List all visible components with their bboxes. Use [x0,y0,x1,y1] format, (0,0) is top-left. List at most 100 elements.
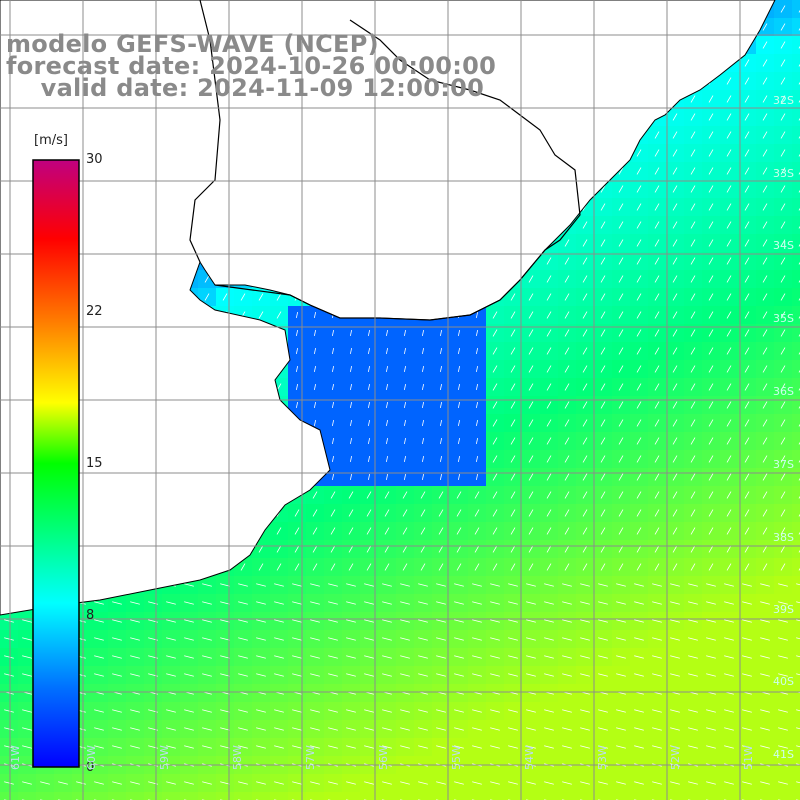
wind-arrow [778,709,788,713]
wind-arrow [508,745,518,749]
wind-arrow [94,619,104,623]
wind-arrow [22,655,32,659]
wind-field-cell [792,198,800,216]
wind-field-cell [792,432,800,450]
wind-arrow [796,781,800,784]
wind-arrow [672,545,678,553]
wind-arrow [508,655,518,659]
wind-arrow [672,293,678,301]
wind-field-cell [594,792,612,800]
wind-arrow [634,583,644,587]
wind-arrow [328,583,338,587]
wind-arrow [726,347,732,355]
wind-arrow [22,727,32,731]
wind-arrow [706,619,716,623]
wind-arrow [348,527,354,535]
wind-arrow [654,437,660,445]
wind-arrow [130,745,140,749]
wind-arrow [618,167,624,175]
wind-arrow [184,655,194,659]
wind-arrow [780,347,786,355]
wind-arrow [726,77,732,85]
wind-arrow [744,239,750,247]
wind-arrow [346,655,356,659]
wind-arrow [762,419,768,427]
wind-arrow [600,545,606,553]
wind-arrow [346,745,356,749]
wind-arrow [457,383,461,391]
wind-arrow [220,727,230,731]
wind-field-cell [432,792,450,800]
wind-arrow [618,293,624,301]
wind-arrow [490,601,500,605]
wind-arrow [778,673,788,677]
wind-arrow [202,781,212,785]
wind-field-cell [774,792,792,800]
wind-arrow [256,655,266,659]
wind-arrow [708,131,714,139]
wind-arrow [744,77,750,85]
wind-arrow [490,583,500,587]
wind-arrow [202,727,212,731]
wind-arrow [762,437,768,445]
wind-arrow [364,709,374,713]
wind-arrow [22,745,32,749]
wind-arrow [526,673,536,677]
wind-arrow [780,167,786,175]
wind-arrow [616,655,626,659]
wind-arrow [328,709,338,713]
wind-arrow [600,239,606,247]
wind-arrow [618,311,624,319]
wind-arrow [256,637,266,641]
wind-arrow [744,257,750,265]
wind-arrow [400,583,410,587]
wind-arrow [708,185,714,193]
wind-arrow [367,365,371,373]
wind-arrow [328,673,338,677]
wind-field-cell [792,36,800,54]
wind-arrow [708,221,714,229]
wind-arrow [492,311,498,319]
wind-arrow [742,601,752,605]
wind-field-cell [216,792,234,800]
wind-arrow [636,257,642,265]
wind-arrow [600,365,606,373]
wind-arrow [654,167,660,175]
wind-field-cell [270,792,288,800]
wind-arrow [780,131,786,139]
wind-arrow [580,709,590,713]
wind-arrow [475,329,479,337]
wind-arrow [475,437,479,445]
wind-arrow [436,619,446,623]
wind-arrow [4,655,14,659]
lat-label-38s: 38S [773,531,794,544]
wind-arrow [780,365,786,373]
wind-arrow [762,77,768,85]
wind-arrow [310,637,320,641]
wind-arrow [454,673,464,677]
wind-arrow [526,619,536,623]
wind-arrow [580,745,590,749]
wind-arrow [708,419,714,427]
wind-arrow [724,583,734,587]
wind-arrow [780,311,786,319]
wind-arrow [690,329,696,337]
wind-arrow [474,563,480,571]
wind-arrow [744,221,750,229]
wind-arrow [204,293,210,301]
wind-arrow [744,95,750,103]
wind-arrow [600,185,606,193]
wind-arrow [564,347,570,355]
wind-arrow [690,203,696,211]
wind-arrow [546,401,552,409]
lon-label-55w: 55W [450,745,463,770]
wind-arrow [385,329,389,337]
wind-arrow [454,619,464,623]
wind-arrow [349,401,353,409]
wind-arrow [294,563,300,571]
wind-arrow [688,709,698,713]
wind-arrow [636,293,642,301]
wind-arrow [510,509,516,517]
wind-arrow [528,509,534,517]
wind-arrow [690,257,696,265]
